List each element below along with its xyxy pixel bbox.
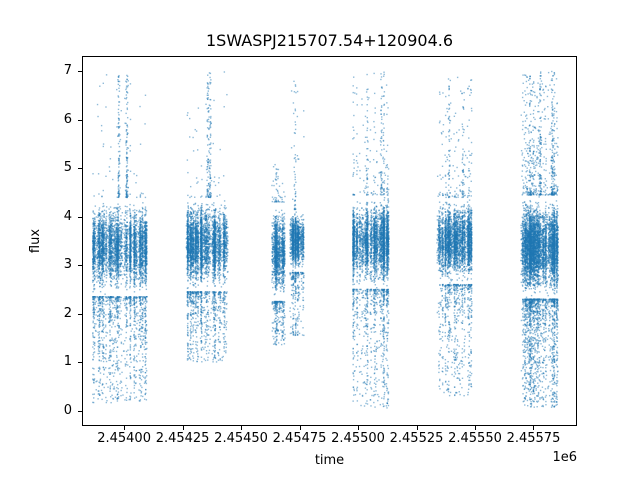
x-tick-label: 2.45475 xyxy=(272,431,327,446)
y-tick-label: 4 xyxy=(63,208,72,224)
y-tick-label: 6 xyxy=(63,111,72,127)
chart-title: 1SWASPJ215707.54+120904.6 xyxy=(205,31,454,50)
x-tick-label: 2.45400 xyxy=(97,431,151,446)
y-tick-label: 7 xyxy=(63,63,72,79)
y-tick xyxy=(78,119,82,121)
x-tick xyxy=(299,426,301,430)
y-tick-label: 5 xyxy=(63,160,72,176)
x-tick xyxy=(475,426,476,430)
x-tick-label: 2.45450 xyxy=(214,431,268,446)
x-tick-label: 2.45575 xyxy=(506,431,561,446)
y-tick-label: 1 xyxy=(63,354,72,370)
x-tick-label: 2.45425 xyxy=(155,431,210,446)
y-tick-label: 2 xyxy=(63,305,72,321)
x-axis-label: time xyxy=(314,453,345,468)
y-axis-label: flux xyxy=(28,228,43,254)
x-tick-label: 2.45550 xyxy=(448,431,502,446)
x-tick xyxy=(124,426,126,430)
x-axis-offset-text: 1e6 xyxy=(552,450,577,465)
x-tick xyxy=(533,426,535,430)
x-tick xyxy=(416,426,418,430)
x-tick xyxy=(241,426,243,430)
y-tick xyxy=(78,71,82,73)
x-tick xyxy=(358,426,360,430)
y-tick xyxy=(78,410,82,412)
y-tick xyxy=(78,265,82,267)
y-tick xyxy=(78,362,82,364)
x-tick xyxy=(182,426,184,430)
y-tick xyxy=(78,216,82,218)
y-tick xyxy=(78,168,82,170)
x-tick-label: 2.45525 xyxy=(389,431,444,446)
x-tick-label: 2.45500 xyxy=(331,431,385,446)
y-tick-label: 3 xyxy=(63,257,72,273)
axes-frame xyxy=(82,56,577,426)
y-tick-label: 0 xyxy=(63,402,72,418)
y-tick xyxy=(78,313,82,315)
